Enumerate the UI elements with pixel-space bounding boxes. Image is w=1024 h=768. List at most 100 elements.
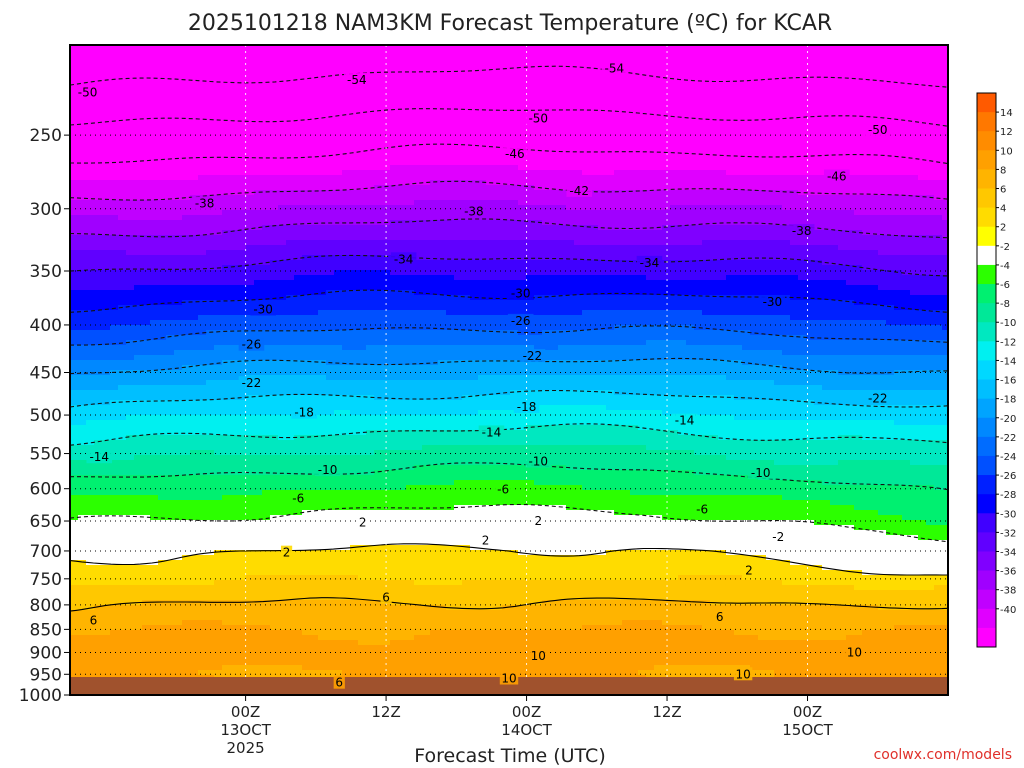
temperature-cell xyxy=(198,95,207,101)
temperature-cell xyxy=(934,210,943,216)
temperature-cell xyxy=(278,120,287,126)
temperature-cell xyxy=(454,85,463,91)
temperature-cell xyxy=(206,80,215,86)
temperature-cell xyxy=(542,95,551,101)
temperature-cell xyxy=(150,80,159,86)
temperature-cell xyxy=(142,45,151,51)
temperature-cell xyxy=(294,150,303,156)
temperature-cell xyxy=(278,70,287,76)
temperature-cell xyxy=(894,170,903,176)
temperature-cell xyxy=(598,245,607,251)
temperature-cell xyxy=(566,265,575,271)
temperature-cell xyxy=(206,175,215,181)
temperature-cell xyxy=(158,220,167,226)
temperature-cell xyxy=(550,260,559,266)
temperature-cell xyxy=(422,235,431,241)
temperature-cell xyxy=(470,90,479,96)
temperature-cell xyxy=(454,225,463,231)
temperature-cell xyxy=(726,230,735,236)
temperature-cell xyxy=(886,185,895,191)
temperature-cell xyxy=(814,185,823,191)
temperature-cell xyxy=(334,150,343,156)
temperature-cell xyxy=(798,55,807,61)
temperature-cell xyxy=(246,105,255,111)
temperature-cell xyxy=(758,45,767,51)
temperature-cell xyxy=(214,130,223,136)
temperature-cell xyxy=(862,185,871,191)
temperature-cell xyxy=(118,265,127,271)
temperature-cell xyxy=(902,215,911,221)
temperature-cell xyxy=(366,150,375,156)
temperature-cell xyxy=(886,225,895,231)
temperature-cell xyxy=(806,220,815,226)
temperature-cell xyxy=(454,200,463,206)
temperature-cell xyxy=(710,240,719,246)
temperature-cell xyxy=(846,45,855,51)
temperature-cell xyxy=(190,45,199,51)
temperature-cell xyxy=(102,45,111,51)
temperature-cell xyxy=(294,165,303,171)
temperature-cell xyxy=(246,170,255,176)
temperature-cell xyxy=(814,160,823,166)
temperature-cell xyxy=(622,50,631,56)
temperature-cell xyxy=(550,170,559,176)
temperature-cell xyxy=(910,70,919,76)
temperature-cell xyxy=(822,60,831,66)
temperature-cell xyxy=(510,110,519,116)
temperature-cell xyxy=(174,95,183,101)
temperature-cell xyxy=(142,55,151,61)
temperature-cell xyxy=(334,135,343,141)
temperature-cell xyxy=(558,265,567,271)
temperature-cell xyxy=(910,130,919,136)
temperature-cell xyxy=(838,220,847,226)
temperature-cell xyxy=(654,165,663,171)
temperature-cell xyxy=(646,115,655,121)
temperature-cell xyxy=(278,270,287,276)
temperature-cell xyxy=(590,150,599,156)
temperature-cell xyxy=(718,135,727,141)
temperature-cell xyxy=(166,205,175,211)
temperature-cell xyxy=(462,75,471,81)
temperature-cell xyxy=(262,130,271,136)
temperature-cell xyxy=(566,110,575,116)
temperature-cell xyxy=(118,135,127,141)
temperature-cell xyxy=(766,60,775,66)
temperature-cell xyxy=(814,215,823,221)
temperature-cell xyxy=(510,160,519,166)
temperature-cell xyxy=(318,140,327,146)
temperature-cell xyxy=(278,130,287,136)
temperature-cell xyxy=(462,55,471,61)
temperature-cell xyxy=(926,55,935,61)
temperature-cell xyxy=(726,245,735,251)
temperature-cell xyxy=(350,150,359,156)
temperature-cell xyxy=(270,90,279,96)
temperature-cell xyxy=(654,75,663,81)
temperature-cell xyxy=(486,255,495,261)
temperature-cell xyxy=(342,205,351,211)
temperature-cell xyxy=(718,255,727,261)
temperature-cell xyxy=(470,200,479,206)
temperature-cell xyxy=(110,225,119,231)
temperature-cell xyxy=(542,100,551,106)
temperature-cell xyxy=(414,175,423,181)
temperature-cell xyxy=(486,205,495,211)
temperature-cell xyxy=(502,85,511,91)
temperature-cell xyxy=(710,165,719,171)
temperature-cell xyxy=(486,155,495,161)
temperature-cell xyxy=(126,155,135,161)
temperature-cell xyxy=(862,245,871,251)
temperature-cell xyxy=(342,195,351,201)
temperature-cell xyxy=(638,195,647,201)
temperature-cell xyxy=(510,120,519,126)
temperature-cell xyxy=(438,80,447,86)
temperature-cell xyxy=(654,120,663,126)
temperature-cell xyxy=(934,70,943,76)
temperature-cell xyxy=(646,110,655,116)
temperature-cell xyxy=(502,200,511,206)
temperature-cell xyxy=(582,60,591,66)
temperature-cell xyxy=(478,150,487,156)
temperature-cell xyxy=(814,230,823,236)
temperature-cell xyxy=(750,155,759,161)
temperature-cell xyxy=(662,185,671,191)
temperature-cell xyxy=(886,120,895,126)
